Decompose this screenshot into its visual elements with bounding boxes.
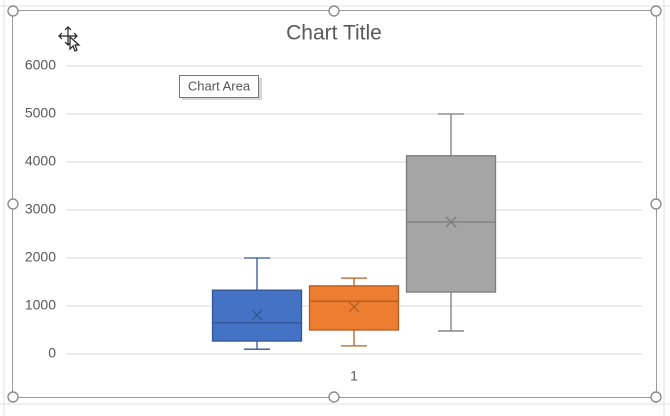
move-cursor [58,26,81,52]
x-tick-label: 1 [350,368,358,384]
y-tick-label: 5000 [25,105,56,121]
chart-title[interactable]: Chart Title [286,22,382,45]
box [405,155,497,293]
y-tick-label: 4000 [25,153,56,169]
tooltip: Chart Area [179,75,262,100]
y-tick-label: 0 [48,345,56,361]
tooltip-text: Chart Area [188,78,251,93]
chart-area[interactable] [12,10,657,398]
box [308,285,400,331]
y-tick-label: 2000 [25,249,56,265]
y-tick-label: 1000 [25,297,56,313]
y-tick-label: 3000 [25,201,56,217]
mean-marker [251,309,263,321]
plot-area: 0 1000 2000 3000 4000 5000 6000 1 [25,57,642,384]
resize-handles[interactable] [7,5,662,403]
mean-marker [445,216,457,228]
y-tick-label: 6000 [25,57,56,73]
mean-marker [348,301,360,313]
